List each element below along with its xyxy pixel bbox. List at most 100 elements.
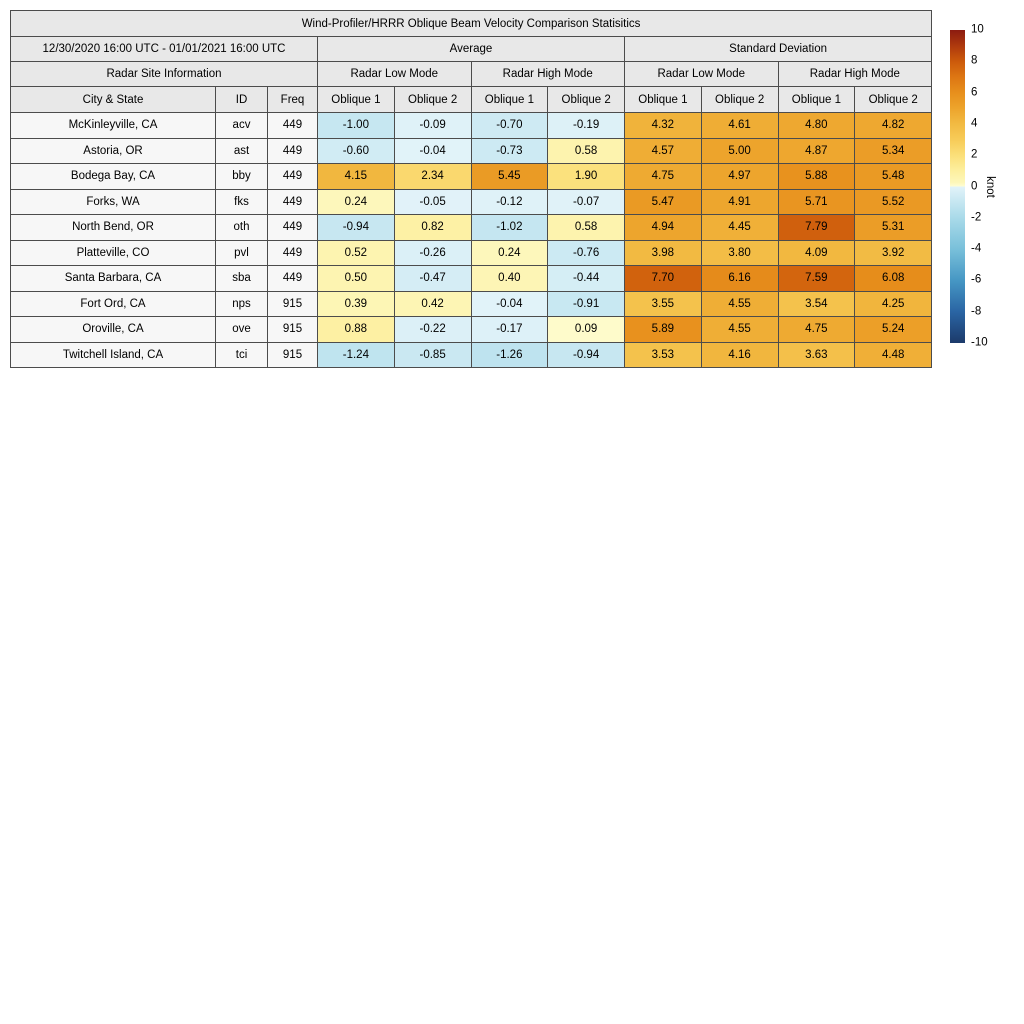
value-cell: 7.59: [777, 265, 856, 292]
site-id-cell: acv: [215, 112, 268, 139]
value-cell: 0.40: [470, 265, 549, 292]
value-cell: 0.42: [393, 290, 472, 317]
value-cell: 0.58: [547, 137, 625, 164]
city-cell: Platteville, CO: [10, 239, 216, 266]
value-cell: 0.50: [317, 265, 395, 292]
value-cell: -0.04: [393, 137, 472, 164]
mode-header-avg-low: Radar Low Mode: [317, 61, 472, 87]
value-cell: 3.92: [854, 239, 933, 266]
value-cell: 3.54: [777, 290, 856, 317]
table-row: Oroville, CA ove 915 0.88 -0.22 -0.17 0.09 5.89…: [10, 316, 933, 343]
value-cell: 3.98: [624, 239, 702, 266]
colorbar-unit-label: knot: [984, 175, 996, 198]
value-cell: 5.34: [854, 137, 933, 164]
value-cell: 7.79: [777, 214, 856, 241]
site-id-cell: sba: [215, 265, 268, 292]
colorbar-tick-label: 6: [971, 85, 978, 98]
value-cell: 5.52: [854, 188, 933, 215]
value-cell: -0.73: [470, 137, 549, 164]
site-id-cell: ast: [215, 137, 268, 164]
colorbar-tick-label: 10: [971, 23, 984, 36]
colorbar-tick-label: 0: [971, 179, 978, 192]
value-cell: 0.58: [547, 214, 625, 241]
city-cell: North Bend, OR: [10, 214, 216, 241]
value-cell: 4.32: [624, 112, 702, 139]
value-cell: -0.12: [470, 188, 549, 215]
site-id-cell: nps: [215, 290, 268, 317]
value-cell: -0.91: [547, 290, 625, 317]
value-cell: 7.70: [624, 265, 702, 292]
value-cell: 3.63: [777, 341, 856, 368]
value-cell: 4.48: [854, 341, 933, 368]
value-cell: 4.55: [700, 290, 779, 317]
value-cell: 4.82: [854, 112, 933, 139]
value-cell: 5.47: [624, 188, 702, 215]
site-id-cell: ove: [215, 316, 268, 343]
value-cell: 5.31: [854, 214, 933, 241]
value-cell: 5.45: [470, 163, 549, 190]
freq-cell: 915: [267, 290, 318, 317]
value-cell: 5.48: [854, 163, 933, 190]
value-cell: -1.00: [317, 112, 395, 139]
colorbar-tick-label: -8: [971, 304, 982, 317]
mode-header-std-high: Radar High Mode: [777, 61, 933, 87]
value-cell: -1.24: [317, 341, 395, 368]
col-header-freq: Freq: [267, 86, 318, 113]
value-cell: 4.91: [700, 188, 779, 215]
value-cell: 3.55: [624, 290, 702, 317]
col-header-oblique-1: Oblique 1: [777, 86, 856, 113]
value-cell: 4.55: [700, 316, 779, 343]
colorbar-tick-label: -6: [971, 273, 982, 286]
value-cell: -0.07: [547, 188, 625, 215]
site-info-header: Radar Site Information: [10, 61, 318, 87]
freq-cell: 449: [267, 265, 318, 292]
colorbar-gradient: [950, 30, 965, 343]
value-cell: 4.09: [777, 239, 856, 266]
table-row: Bodega Bay, CA bby 449 4.15 2.34 5.45 1.90 4.75…: [10, 163, 933, 190]
group-header-standard-deviation: Standard Deviation: [623, 36, 933, 62]
colorbar-tick-label: 4: [971, 117, 978, 130]
value-cell: -0.05: [393, 188, 472, 215]
value-cell: -0.94: [317, 214, 395, 241]
freq-cell: 915: [267, 316, 318, 343]
table-row: Forks, WA fks 449 0.24 -0.05 -0.12 -0.07 5.47 4.…: [10, 188, 933, 215]
city-cell: Bodega Bay, CA: [10, 163, 216, 190]
value-cell: 4.25: [854, 290, 933, 317]
value-cell: 0.52: [317, 239, 395, 266]
value-cell: 0.24: [470, 239, 549, 266]
site-id-cell: oth: [215, 214, 268, 241]
title-row: Wind-Profiler/HRRR Oblique Beam Velocity…: [9, 10, 933, 37]
value-cell: 4.61: [700, 112, 779, 139]
value-cell: -0.85: [393, 341, 472, 368]
colorbar-tick-label: -4: [971, 242, 982, 255]
city-cell: Oroville, CA: [10, 316, 216, 343]
value-cell: 4.16: [700, 341, 779, 368]
freq-cell: 449: [267, 163, 318, 190]
city-cell: McKinleyville, CA: [10, 112, 216, 139]
col-header-oblique-2: Oblique 2: [547, 86, 625, 113]
value-cell: 0.09: [547, 316, 625, 343]
value-cell: 4.15: [317, 163, 395, 190]
table-row: Twitchell Island, CA tci 915 -1.24 -0.85 -1.2…: [10, 341, 933, 368]
value-cell: -0.04: [470, 290, 549, 317]
group-header-average: Average: [317, 36, 625, 62]
value-cell: 6.08: [854, 265, 933, 292]
site-id-cell: fks: [215, 188, 268, 215]
value-cell: -0.17: [470, 316, 549, 343]
col-header-oblique-2: Oblique 2: [700, 86, 779, 113]
col-header-city: City & State: [10, 86, 216, 113]
site-id-cell: pvl: [215, 239, 268, 266]
freq-cell: 449: [267, 112, 318, 139]
col-header-id: ID: [215, 86, 268, 113]
value-cell: 4.75: [777, 316, 856, 343]
city-cell: Astoria, OR: [10, 137, 216, 164]
table-row: North Bend, OR oth 449 -0.94 0.82 -1.02 0.58 4.…: [10, 214, 933, 241]
value-cell: 5.89: [624, 316, 702, 343]
value-cell: -0.22: [393, 316, 472, 343]
mode-header-row: Radar Site Information Radar Low Mode Ra…: [10, 61, 933, 87]
city-cell: Forks, WA: [10, 188, 216, 215]
city-cell: Twitchell Island, CA: [10, 341, 216, 368]
value-cell: 4.97: [700, 163, 779, 190]
value-cell: 4.87: [777, 137, 856, 164]
